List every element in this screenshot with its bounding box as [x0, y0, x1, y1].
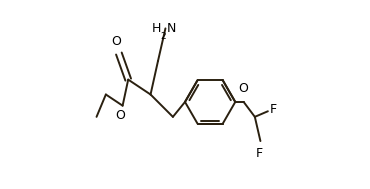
- Text: F: F: [270, 103, 277, 116]
- Text: 2: 2: [161, 32, 166, 41]
- Text: O: O: [111, 35, 121, 48]
- Text: F: F: [256, 147, 263, 160]
- Text: O: O: [115, 109, 125, 122]
- Text: O: O: [239, 81, 249, 94]
- Text: H: H: [151, 22, 161, 35]
- Text: N: N: [166, 22, 176, 35]
